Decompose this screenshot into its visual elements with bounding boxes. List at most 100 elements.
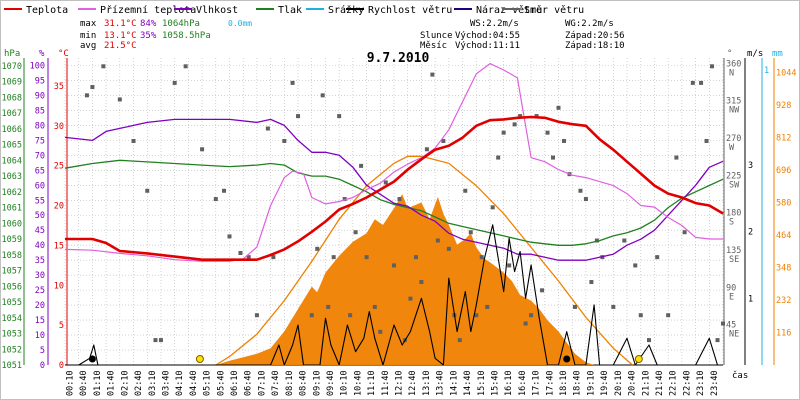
wind-direction-point bbox=[238, 250, 243, 255]
x-tick-label: 12:10 bbox=[395, 370, 405, 396]
y-tick-hpa: 1065 bbox=[2, 141, 22, 151]
wind-direction-point bbox=[561, 138, 566, 143]
wind-direction-point bbox=[721, 321, 725, 326]
wind-direction-point bbox=[646, 338, 651, 343]
y-tick-pct: 0 bbox=[40, 361, 45, 371]
y-tick-deg-dir: SW bbox=[729, 180, 740, 190]
x-tick-label: 20:40 bbox=[628, 370, 638, 396]
y-tick-deg: 315 bbox=[726, 97, 741, 107]
x-tick-label: 22:10 bbox=[669, 370, 679, 396]
x-tick-label: 05:40 bbox=[216, 370, 226, 396]
wind-direction-point bbox=[583, 197, 588, 202]
y-tick-deg: 270 bbox=[726, 134, 741, 144]
y-tick-hpa: 1062 bbox=[2, 188, 22, 198]
x-tick-label: 16:40 bbox=[518, 370, 528, 396]
y-tick-hpa: 1059 bbox=[2, 235, 22, 245]
y-tick-wm2: 580 bbox=[776, 199, 791, 209]
y-tick-hpa: 1055 bbox=[2, 298, 22, 308]
stats-avg-label: avg bbox=[80, 41, 96, 51]
wind-direction-point bbox=[337, 114, 342, 119]
x-tick-label: 22:40 bbox=[682, 370, 692, 396]
sun-moon-info: WS:2.2m/s WG:2.2m/s Slunce Východ:04:55 … bbox=[420, 19, 625, 51]
y-tick-deg: 45 bbox=[726, 321, 736, 331]
legend-label: Teplota bbox=[26, 5, 68, 16]
axis-label-degc: °C bbox=[58, 49, 69, 59]
y-tick-degC: 25 bbox=[54, 162, 64, 172]
axis-label-time: čas bbox=[732, 370, 748, 381]
x-tick-label: 00:10 bbox=[66, 370, 76, 396]
legend-label: Směr větru bbox=[524, 4, 584, 16]
x-tick-label: 07:10 bbox=[257, 370, 267, 396]
stats-max-hum: 84% bbox=[140, 19, 157, 29]
wind-direction-point bbox=[523, 321, 528, 326]
y-tick-deg: 180 bbox=[726, 209, 741, 219]
y-tick-ms: 1 bbox=[748, 294, 753, 304]
wind-direction-point bbox=[320, 93, 325, 98]
wind-direction-series bbox=[84, 64, 725, 343]
stats-block: max 31.1°C 84% 1064hPa 0.0mm min 13.1°C … bbox=[80, 19, 252, 51]
x-axis: 00:10 00:40 01:10 01:40 02:10 02:40 03:10 03:40… bbox=[66, 370, 720, 396]
y-tick-deg-dir: E bbox=[729, 292, 734, 302]
wind-direction-point bbox=[485, 304, 490, 309]
y-tick-hpa: 1058 bbox=[2, 251, 22, 261]
y-tick-degC: 35 bbox=[54, 82, 64, 92]
stats-min-hum: 35% bbox=[140, 31, 157, 41]
y-tick-deg-dir: N bbox=[729, 68, 734, 78]
sun-marker bbox=[634, 355, 643, 363]
wind-direction-point bbox=[479, 255, 484, 260]
y-tick-deg: 90 bbox=[726, 283, 736, 293]
wind-direction-point bbox=[397, 197, 402, 202]
moon-label: Měsíc bbox=[420, 41, 447, 51]
x-tick-label: 18:40 bbox=[573, 370, 583, 396]
wind-ws: WS:2.2m/s bbox=[470, 19, 519, 29]
wind-direction-point bbox=[690, 80, 695, 85]
legend-item-wind: Rychlost větru bbox=[346, 4, 452, 16]
x-tick-label: 23:40 bbox=[710, 370, 720, 396]
axis-label-deg: ° bbox=[727, 49, 732, 59]
x-tick-label: 23:10 bbox=[696, 370, 706, 396]
y-tick-wm2: 464 bbox=[776, 231, 791, 241]
wind-direction-point bbox=[611, 304, 616, 309]
wind-direction-point bbox=[594, 238, 599, 243]
axis-label-hpa: hPa bbox=[4, 49, 20, 59]
wind-direction-point bbox=[378, 329, 383, 334]
y-tick-pct: 25 bbox=[35, 286, 45, 296]
stats-max-label: max bbox=[80, 19, 97, 29]
wind-direction-point bbox=[222, 188, 227, 193]
wind-direction-point bbox=[715, 338, 720, 343]
y-tick-pct: 100 bbox=[30, 61, 45, 71]
x-tick-label: 11:40 bbox=[381, 370, 391, 396]
x-tick-label: 02:40 bbox=[134, 370, 144, 396]
wind-direction-point bbox=[446, 246, 451, 251]
solar-series bbox=[215, 155, 633, 366]
wind-direction-point bbox=[353, 230, 358, 235]
y-tick-degC: 0 bbox=[59, 361, 64, 371]
wind-direction-point bbox=[117, 97, 122, 102]
wind-direction-point bbox=[265, 126, 270, 131]
wind-direction-point bbox=[158, 338, 163, 343]
y-tick-pct: 20 bbox=[35, 301, 45, 311]
chart-title: 9.7.2010 bbox=[367, 51, 430, 66]
y-tick-pct: 45 bbox=[35, 226, 45, 236]
x-tick-label: 03:40 bbox=[161, 370, 171, 396]
moon-rise: Východ:11:11 bbox=[455, 41, 520, 51]
legend-item-dir: Směr větru bbox=[502, 4, 584, 16]
wind-direction-point bbox=[359, 163, 364, 168]
y-tick-degC: 10 bbox=[54, 281, 64, 291]
x-tick-label: 18:10 bbox=[559, 370, 569, 396]
wind-direction-point bbox=[200, 147, 205, 152]
x-tick-label: 04:40 bbox=[189, 370, 199, 396]
x-tick-label: 10:10 bbox=[340, 370, 350, 396]
moon-set: Západ:18:10 bbox=[565, 41, 625, 51]
wind-direction-point bbox=[589, 280, 594, 285]
x-tick-label: 12:40 bbox=[408, 370, 418, 396]
x-tick-label: 08:40 bbox=[299, 370, 309, 396]
wind-direction-point bbox=[457, 338, 462, 343]
x-tick-label: 13:40 bbox=[436, 370, 446, 396]
wind-direction-point bbox=[101, 64, 106, 69]
y-tick-pct: 50 bbox=[35, 211, 45, 221]
x-tick-label: 14:40 bbox=[463, 370, 473, 396]
y-tick-hpa: 1067 bbox=[2, 109, 22, 119]
y-tick-ms: 3 bbox=[748, 161, 753, 171]
wind-direction-point bbox=[213, 197, 218, 202]
